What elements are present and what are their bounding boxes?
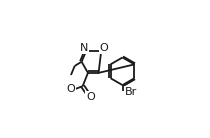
Text: N: N (80, 43, 88, 53)
Text: O: O (100, 43, 108, 53)
Text: Br: Br (125, 87, 137, 97)
Text: O: O (86, 92, 95, 102)
Text: O: O (66, 84, 75, 94)
